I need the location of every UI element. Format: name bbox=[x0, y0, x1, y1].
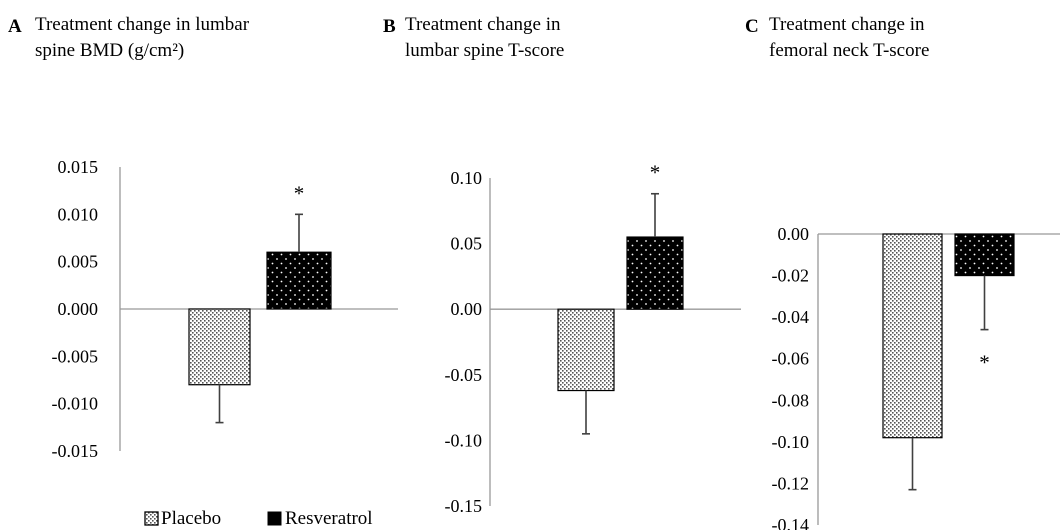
panel-c-title: C Treatment change in femoral neck T-sco… bbox=[745, 14, 929, 61]
legend-resveratrol-swatch bbox=[267, 511, 282, 526]
panel-c-title-line-1: Treatment change in bbox=[769, 14, 925, 35]
chart-b: 0.10 0.05 0.00 -0.05 -0.10 -0.15 * bbox=[445, 161, 741, 516]
legend: Placebo Resveratrol bbox=[144, 508, 373, 529]
y-tick-label-c-6: -0.12 bbox=[772, 473, 810, 493]
legend-placebo-swatch bbox=[144, 511, 159, 526]
y-tick-label-a-4: -0.005 bbox=[52, 346, 99, 366]
panel-b-title-line-1: Treatment change in bbox=[405, 14, 561, 35]
legend-placebo-label: Placebo bbox=[161, 508, 221, 529]
bar-a-placebo bbox=[188, 308, 251, 386]
y-tick-label-b-2: 0.00 bbox=[451, 299, 483, 319]
panel-a-letter: A bbox=[8, 16, 22, 37]
panel-a-title: A Treatment change in lumbar spine BMD (… bbox=[8, 14, 250, 61]
y-tick-label-b-4: -0.10 bbox=[445, 430, 483, 450]
y-tick-label-a-0: 0.015 bbox=[58, 157, 99, 177]
y-tick-label-b-5: -0.15 bbox=[445, 496, 483, 516]
y-tick-label-a-1: 0.010 bbox=[58, 204, 99, 224]
chart-a: 0.015 0.010 0.005 0.000 -0.005 -0.010 -0.015 * bbox=[52, 157, 398, 461]
significance-star-a: * bbox=[294, 181, 305, 205]
bar-b-resveratrol bbox=[626, 236, 684, 310]
panel-c-title-line-2: femoral neck T-score bbox=[769, 40, 929, 61]
significance-star-c: * bbox=[979, 351, 990, 375]
legend-resveratrol-label: Resveratrol bbox=[285, 508, 373, 529]
y-tick-label-b-3: -0.05 bbox=[445, 365, 483, 385]
bar-a-resveratrol bbox=[266, 251, 332, 310]
y-tick-label-c-3: -0.06 bbox=[772, 349, 810, 369]
y-tick-label-c-2: -0.04 bbox=[772, 307, 810, 327]
panel-a-title-line-1: Treatment change in lumbar bbox=[35, 14, 250, 35]
y-tick-label-c-7: -0.14 bbox=[772, 515, 810, 530]
panel-b-title: B Treatment change in lumbar spine T-sco… bbox=[383, 14, 564, 61]
y-tick-label-c-5: -0.10 bbox=[772, 432, 810, 452]
y-tick-label-a-6: -0.015 bbox=[52, 441, 99, 461]
y-tick-label-a-3: 0.000 bbox=[58, 299, 99, 319]
bar-b-placebo bbox=[557, 308, 615, 392]
y-tick-label-c-1: -0.02 bbox=[772, 266, 810, 286]
bar-c-placebo bbox=[882, 233, 943, 439]
panel-c-letter: C bbox=[745, 16, 759, 37]
y-tick-label-c-4: -0.08 bbox=[772, 390, 810, 410]
panel-b-letter: B bbox=[383, 16, 396, 37]
panel-b-title-line-2: lumbar spine T-score bbox=[405, 40, 564, 61]
y-tick-label-b-1: 0.05 bbox=[451, 234, 483, 254]
panel-a-title-line-2: spine BMD (g/cm²) bbox=[35, 40, 184, 61]
y-tick-label-a-5: -0.010 bbox=[52, 394, 99, 414]
bar-c-resveratrol bbox=[954, 233, 1015, 277]
y-tick-label-b-0: 0.10 bbox=[451, 168, 483, 188]
significance-star-b: * bbox=[650, 161, 661, 185]
y-tick-label-a-2: 0.005 bbox=[58, 252, 99, 272]
y-tick-label-c-0: 0.00 bbox=[778, 224, 810, 244]
chart-c: 0.00 -0.02 -0.04 -0.06 -0.08 -0.10 -0.12 -0.14 * bbox=[772, 224, 1060, 530]
